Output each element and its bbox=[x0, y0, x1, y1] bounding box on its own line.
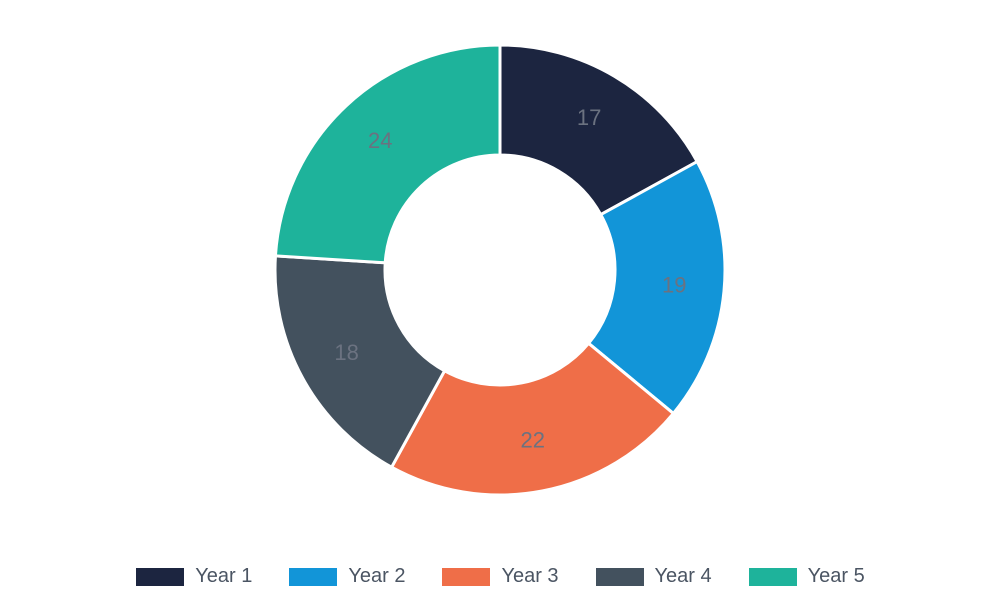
donut-value-label-4: 18 bbox=[334, 340, 358, 365]
chart-container: 1719221824 Year 1Year 2Year 3Year 4Year … bbox=[0, 0, 1000, 600]
legend-item-4: Year 4 bbox=[595, 565, 712, 588]
legend-item-1: Year 1 bbox=[135, 565, 252, 588]
donut-area: 17 19 22 18 24 bbox=[0, 0, 1000, 540]
legend-swatch-5 bbox=[748, 567, 798, 587]
donut-value-label-3: 22 bbox=[521, 428, 545, 453]
donut-value-label-5: 24 bbox=[368, 128, 392, 153]
donut-slices bbox=[275, 45, 725, 495]
legend-label-5: Year 5 bbox=[808, 565, 865, 588]
legend-label-2: Year 2 bbox=[348, 565, 405, 588]
legend: Year 1 Year 2 Year 3 Year 4 Year 5 bbox=[0, 565, 1000, 588]
legend-item-3: Year 3 bbox=[441, 565, 558, 588]
legend-label-4: Year 4 bbox=[655, 565, 712, 588]
donut-value-label-2: 19 bbox=[662, 272, 686, 297]
donut-slice-5 bbox=[275, 45, 500, 263]
donut-value-label-1: 17 bbox=[577, 105, 601, 130]
legend-swatch-4 bbox=[595, 567, 645, 587]
legend-item-2: Year 2 bbox=[288, 565, 405, 588]
legend-swatch-3 bbox=[441, 567, 491, 587]
legend-label-3: Year 3 bbox=[501, 565, 558, 588]
donut-svg: 17 19 22 18 24 bbox=[0, 0, 1000, 540]
legend-label-1: Year 1 bbox=[195, 565, 252, 588]
legend-swatch-1 bbox=[135, 567, 185, 587]
legend-item-5: Year 5 bbox=[748, 565, 865, 588]
legend-swatch-2 bbox=[288, 567, 338, 587]
